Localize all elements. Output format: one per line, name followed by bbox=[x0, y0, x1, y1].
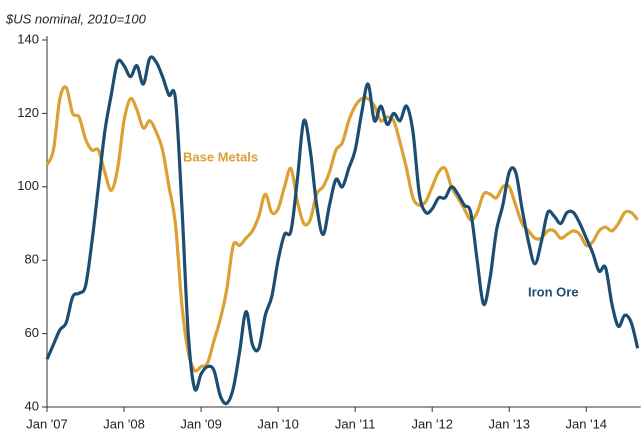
x-tick-label: Jan '08 bbox=[103, 416, 145, 431]
y-tick-label: 140 bbox=[17, 31, 39, 46]
series-label: Base Metals bbox=[183, 149, 258, 164]
x-tick-label: Jan '07 bbox=[26, 416, 68, 431]
series-label: Iron Ore bbox=[528, 284, 579, 299]
y-tick-label: 60 bbox=[25, 325, 39, 340]
y-tick-label: 40 bbox=[25, 398, 39, 413]
line-series bbox=[45, 85, 639, 373]
chart-subtitle: $US nominal, 2010=100 bbox=[5, 11, 147, 26]
y-tick-label: 80 bbox=[25, 252, 39, 267]
x-tick-label: Jan '10 bbox=[257, 416, 299, 431]
line-series bbox=[45, 55, 640, 406]
x-tick-label: Jan '13 bbox=[488, 416, 530, 431]
y-tick-label: 100 bbox=[17, 178, 39, 193]
x-tick-label: Jan '14 bbox=[566, 416, 608, 431]
x-tick-label: Jan '09 bbox=[180, 416, 222, 431]
y-tick-label: 120 bbox=[17, 105, 39, 120]
x-tick-label: Jan '11 bbox=[335, 416, 376, 431]
x-tick-label: Jan '12 bbox=[411, 416, 453, 431]
